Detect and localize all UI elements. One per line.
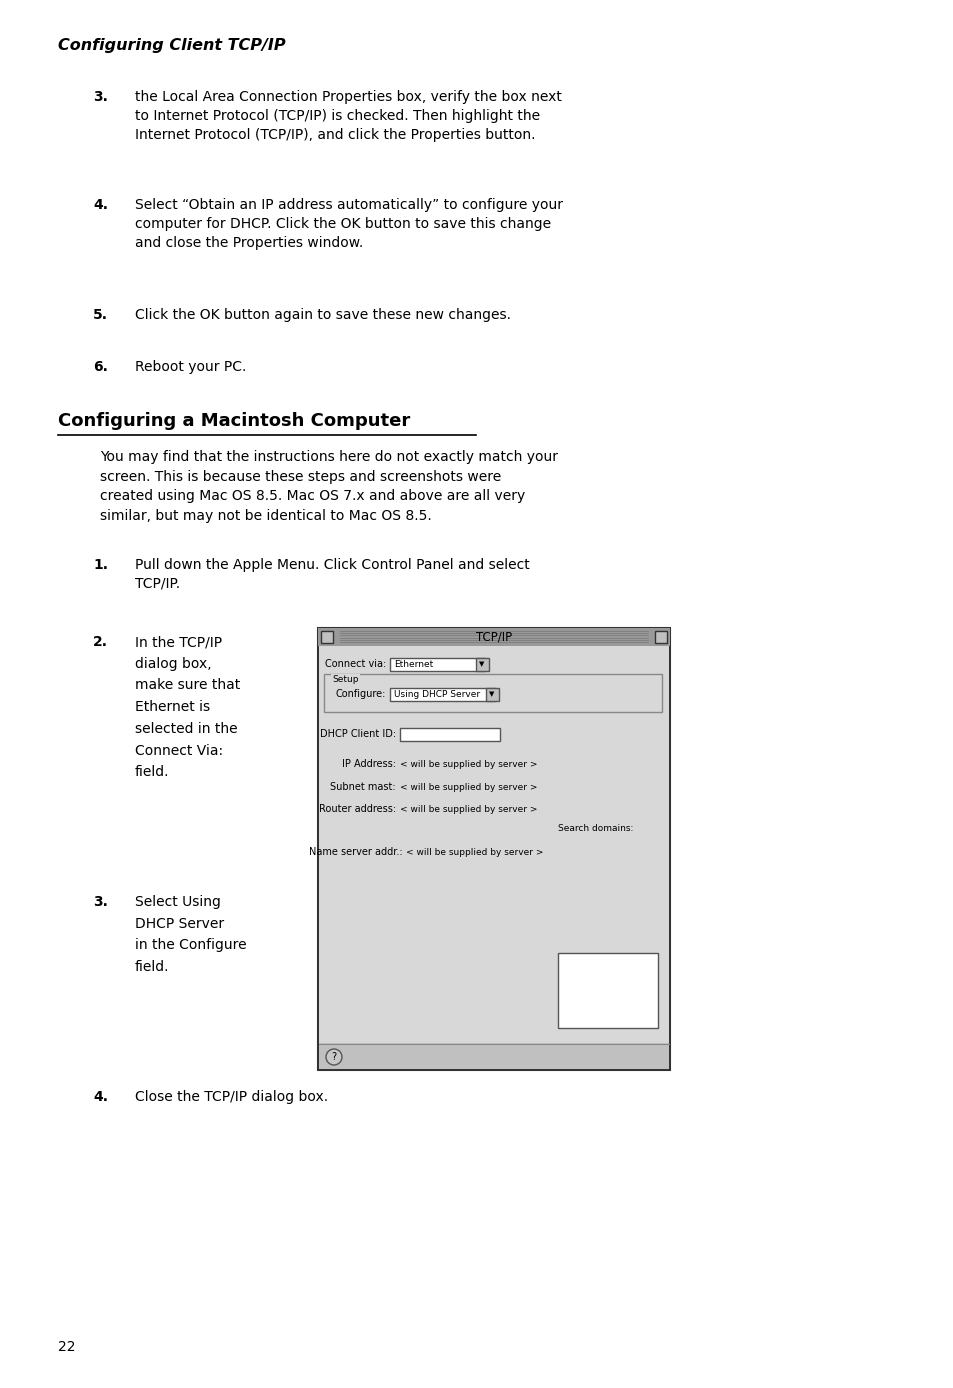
Text: < will be supplied by server >: < will be supplied by server > [399, 759, 537, 769]
Bar [324, 675, 661, 712]
Text: Click the OK button again to save these new changes.: Click the OK button again to save these … [135, 308, 511, 322]
Bar [476, 658, 489, 670]
Text: < will be supplied by server >: < will be supplied by server > [399, 783, 537, 791]
Text: 4.: 4. [92, 198, 108, 212]
Text: Select Using
DHCP Server
in the Configure
field.: Select Using DHCP Server in the Configur… [135, 895, 247, 974]
Bar [317, 627, 669, 1070]
Text: Pull down the Apple Menu. Click Control Panel and select
TCP/IP.: Pull down the Apple Menu. Click Control … [135, 558, 529, 591]
Text: 4.: 4. [92, 1090, 108, 1103]
Text: You may find that the instructions here do not exactly match your
screen. This i: You may find that the instructions here … [100, 450, 558, 522]
Bar [317, 627, 669, 645]
Text: Search domains:: Search domains: [558, 824, 633, 833]
Text: Using DHCP Server: Using DHCP Server [394, 690, 479, 700]
Bar [558, 954, 658, 1029]
Bar [655, 632, 666, 643]
Text: ?: ? [331, 1052, 336, 1062]
Text: Name server addr.:: Name server addr.: [309, 847, 402, 856]
Text: 3.: 3. [92, 895, 108, 909]
Text: 5.: 5. [92, 308, 108, 322]
Text: ▼: ▼ [478, 662, 484, 668]
Bar [390, 688, 495, 701]
Text: Configure:: Configure: [335, 688, 386, 700]
Text: 22: 22 [58, 1339, 75, 1355]
Text: Connect via:: Connect via: [324, 659, 386, 669]
Text: Close the TCP/IP dialog box.: Close the TCP/IP dialog box. [135, 1090, 328, 1103]
Bar [399, 727, 499, 741]
Text: Select “Obtain an IP address automatically” to configure your
computer for DHCP.: Select “Obtain an IP address automatical… [135, 198, 562, 250]
Text: Ethernet: Ethernet [394, 661, 433, 669]
Bar [485, 688, 498, 701]
Text: Router address:: Router address: [318, 804, 395, 813]
Text: Configuring a Macintosh Computer: Configuring a Macintosh Computer [58, 412, 410, 430]
Text: Setup: Setup [332, 675, 358, 684]
Text: 3.: 3. [92, 90, 108, 104]
Text: 2.: 2. [92, 634, 108, 650]
Text: IP Address:: IP Address: [341, 759, 395, 769]
Text: Configuring Client TCP/IP: Configuring Client TCP/IP [58, 37, 285, 53]
Bar [318, 1042, 668, 1069]
Text: Reboot your PC.: Reboot your PC. [135, 359, 246, 373]
Text: the Local Area Connection Properties box, verify the box next
to Internet Protoc: the Local Area Connection Properties box… [135, 90, 561, 142]
Text: ▼: ▼ [489, 691, 495, 698]
Text: < will be supplied by server >: < will be supplied by server > [406, 848, 543, 856]
Bar [390, 658, 484, 670]
Bar [320, 632, 333, 643]
Text: Subnet mast:: Subnet mast: [330, 781, 395, 793]
Text: In the TCP/IP
dialog box,
make sure that
Ethernet is
selected in the
Connect Via: In the TCP/IP dialog box, make sure that… [135, 634, 240, 779]
Text: DHCP Client ID:: DHCP Client ID: [319, 729, 395, 738]
Text: 1.: 1. [92, 558, 108, 572]
Circle shape [326, 1049, 341, 1065]
Text: < will be supplied by server >: < will be supplied by server > [399, 805, 537, 813]
Text: 6.: 6. [92, 359, 108, 373]
Text: TCP/IP: TCP/IP [476, 630, 512, 644]
Bar [318, 645, 668, 1069]
